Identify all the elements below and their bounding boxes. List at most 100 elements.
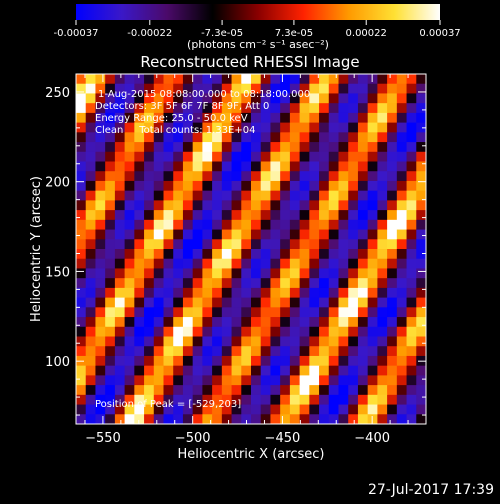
heatmap-cell xyxy=(134,287,145,299)
heatmap-cell xyxy=(212,394,223,406)
heatmap-cell xyxy=(192,83,203,95)
heatmap-cell xyxy=(357,385,369,396)
heatmap-cell xyxy=(406,297,417,308)
heatmap-cell xyxy=(377,258,388,270)
heatmap-cell xyxy=(396,297,408,308)
heatmap-cell xyxy=(124,404,135,415)
heatmap-cell xyxy=(289,171,301,182)
heatmap-cell xyxy=(241,346,252,357)
heatmap-cell xyxy=(163,258,174,270)
heatmap-cell xyxy=(348,385,359,396)
heatmap-cell xyxy=(396,365,408,376)
heatmap-cell xyxy=(231,268,242,279)
heatmap-cell xyxy=(241,132,252,143)
heatmap-cell xyxy=(241,326,252,338)
heatmap-cell xyxy=(85,385,97,396)
heatmap-cell xyxy=(134,210,145,221)
heatmap-cell xyxy=(202,355,213,367)
heatmap-cell xyxy=(260,93,272,104)
heatmap-cell xyxy=(309,190,320,201)
heatmap-cell xyxy=(182,278,194,289)
heatmap-cell xyxy=(153,239,165,250)
heatmap-cell xyxy=(251,103,262,114)
heatmap-cell xyxy=(251,258,262,270)
heatmap-cell xyxy=(134,103,145,114)
heatmap-cell xyxy=(163,239,174,250)
heatmap-cell xyxy=(387,122,398,133)
heatmap-cell xyxy=(134,346,145,357)
heatmap-cell xyxy=(406,171,417,182)
heatmap-cell xyxy=(221,297,233,308)
heatmap-cell xyxy=(192,336,203,347)
heatmap-cell xyxy=(416,219,426,231)
heatmap-cell xyxy=(280,190,291,201)
heatmap-cell xyxy=(76,180,87,192)
heatmap-cell xyxy=(212,385,223,396)
heatmap-cell xyxy=(357,171,369,182)
colorbar-ticks: -0.00037 -0.00022 -7.3e-05 7.3e-05 0.00022 0.… xyxy=(54,20,461,39)
heatmap-cell xyxy=(338,278,349,289)
heatmap-cell xyxy=(251,190,262,201)
heatmap-cell xyxy=(212,161,223,172)
heatmap-cell xyxy=(319,103,330,114)
heatmap-cell xyxy=(377,414,388,424)
heatmap-cell xyxy=(299,287,310,299)
heatmap-cell xyxy=(280,297,291,308)
heatmap-cell xyxy=(241,200,252,211)
heatmap-cell xyxy=(396,336,408,347)
heatmap-cell xyxy=(338,142,349,153)
heatmap-cell xyxy=(416,326,426,338)
heatmap-cell xyxy=(348,297,359,308)
heatmap-cell xyxy=(319,122,330,133)
heatmap-cell xyxy=(114,326,126,338)
heatmap-cell xyxy=(231,219,242,231)
heatmap-cell xyxy=(289,239,301,250)
x-tick-label: −400 xyxy=(354,431,390,446)
heatmap-cell xyxy=(299,171,310,182)
heatmap-cell xyxy=(76,171,87,182)
heatmap-cell xyxy=(182,122,194,133)
heatmap-cell xyxy=(348,180,359,192)
heatmap-cell xyxy=(212,103,223,114)
heatmap-cell xyxy=(396,249,408,260)
heatmap-cell xyxy=(387,278,398,289)
heatmap-cell xyxy=(163,249,174,260)
heatmap-cell xyxy=(260,229,272,240)
heatmap-cell xyxy=(377,219,388,231)
heatmap-cell xyxy=(357,93,369,104)
heatmap-cell xyxy=(85,103,97,114)
heatmap-cell xyxy=(338,297,349,308)
heatmap-cell xyxy=(280,151,291,163)
heatmap-cell xyxy=(348,239,359,250)
heatmap-cell xyxy=(416,346,426,357)
heatmap-cell xyxy=(406,103,417,114)
annotation-time: 1-Aug-2015 08:08:00.000 to 08:18:00.000 xyxy=(98,89,310,100)
heatmap-cell xyxy=(260,219,272,231)
heatmap-cell xyxy=(153,74,165,85)
heatmap-cell xyxy=(280,132,291,143)
heatmap-cell xyxy=(328,151,340,163)
heatmap-cell xyxy=(124,375,135,386)
heatmap-cell xyxy=(377,375,388,386)
heatmap-cell xyxy=(134,278,145,289)
heatmap-cell xyxy=(134,297,145,308)
heatmap-cell xyxy=(289,307,301,318)
heatmap-cell xyxy=(299,414,310,424)
heatmap-cell xyxy=(76,346,87,357)
heatmap-cell xyxy=(367,103,378,114)
heatmap-cell xyxy=(192,268,203,279)
heatmap-cell xyxy=(182,239,194,250)
heatmap-cell xyxy=(173,317,184,328)
heatmap-cell xyxy=(299,365,310,376)
heatmap-cell xyxy=(163,336,174,347)
heatmap-cell xyxy=(182,268,194,279)
heatmap-cell xyxy=(299,180,310,192)
heatmap-cell xyxy=(221,122,233,133)
heatmap-cell xyxy=(134,151,145,163)
heatmap-cell xyxy=(387,132,398,143)
heatmap-cell xyxy=(338,171,349,182)
heatmap-cell xyxy=(289,385,301,396)
heatmap-cell xyxy=(153,93,165,104)
heatmap-cell xyxy=(95,278,106,289)
heatmap-cell xyxy=(416,74,426,85)
